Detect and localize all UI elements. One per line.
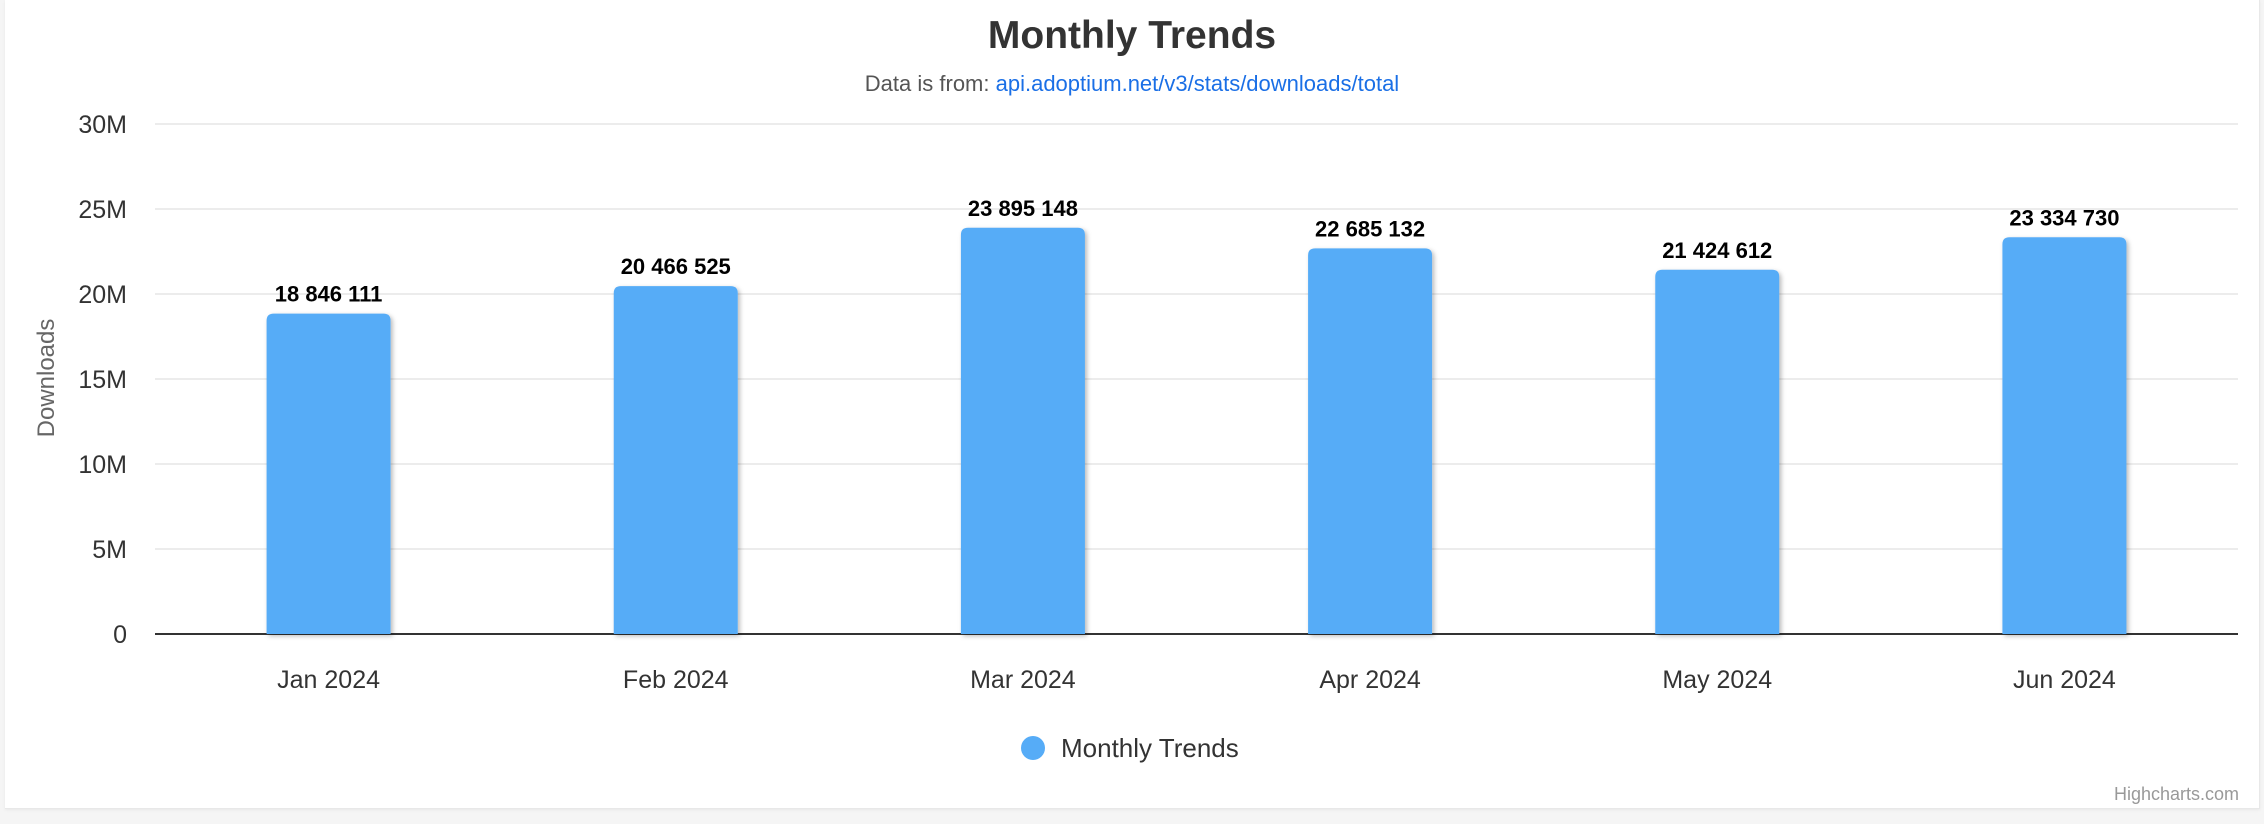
legend[interactable]: Monthly Trends	[1021, 733, 1239, 763]
x-tick-label: May 2024	[1662, 666, 1772, 694]
data-label: 23 895 148	[968, 196, 1078, 221]
y-tick-label: 15M	[78, 366, 127, 394]
credits-link[interactable]: Highcharts.com	[2114, 784, 2239, 804]
y-axis-title: Downloads	[33, 319, 60, 438]
legend-marker-icon	[1021, 736, 1045, 760]
chart-subtitle: Data is from: api.adoptium.net/v3/stats/…	[865, 71, 1399, 96]
bar[interactable]	[1655, 269, 1780, 634]
bar[interactable]	[613, 286, 738, 634]
bar[interactable]	[1308, 248, 1433, 634]
x-axis: Jan 2024 Feb 2024 Mar 2024 Apr 2024 May 2024…	[277, 666, 2116, 694]
subtitle-link[interactable]: api.adoptium.net/v3/stats/downloads/tota…	[996, 71, 1400, 96]
data-label: 18 846 111	[275, 282, 383, 307]
y-tick-label: 25M	[78, 196, 127, 224]
chart-title: Monthly Trends	[988, 14, 1276, 57]
bar-series: 18 846 111 20 466 525 23 895 148 22 685 132…	[266, 196, 2127, 635]
gridlines	[155, 123, 2238, 635]
subtitle-prefix: Data is from:	[865, 71, 996, 96]
x-tick-label: Jun 2024	[2013, 666, 2116, 694]
data-label: 22 685 132	[1315, 216, 1425, 241]
data-label: 21 424 612	[1662, 238, 1772, 263]
y-tick-label: 0	[113, 621, 127, 649]
y-tick-label: 30M	[78, 111, 127, 139]
bar[interactable]	[960, 227, 1085, 635]
bar[interactable]	[266, 313, 391, 634]
data-label: 20 466 525	[621, 254, 731, 279]
data-label: 23 334 730	[2009, 205, 2119, 230]
x-tick-label: Jan 2024	[277, 666, 380, 694]
bar[interactable]	[2002, 237, 2127, 635]
y-tick-label: 5M	[92, 536, 127, 564]
y-tick-label: 10M	[78, 451, 127, 479]
chart-svg: Monthly Trends Data is from: api.adoptiu…	[33, 14, 2239, 804]
x-tick-label: Mar 2024	[970, 666, 1076, 694]
x-tick-label: Apr 2024	[1319, 666, 1421, 694]
chart-container: Monthly Trends Data is from: api.adoptiu…	[5, 0, 2260, 809]
y-axis: 0 5M 10M 15M 20M 25M 30M	[78, 111, 127, 649]
y-tick-label: 20M	[78, 281, 127, 309]
legend-item-label[interactable]: Monthly Trends	[1061, 733, 1239, 763]
x-tick-label: Feb 2024	[623, 666, 729, 694]
